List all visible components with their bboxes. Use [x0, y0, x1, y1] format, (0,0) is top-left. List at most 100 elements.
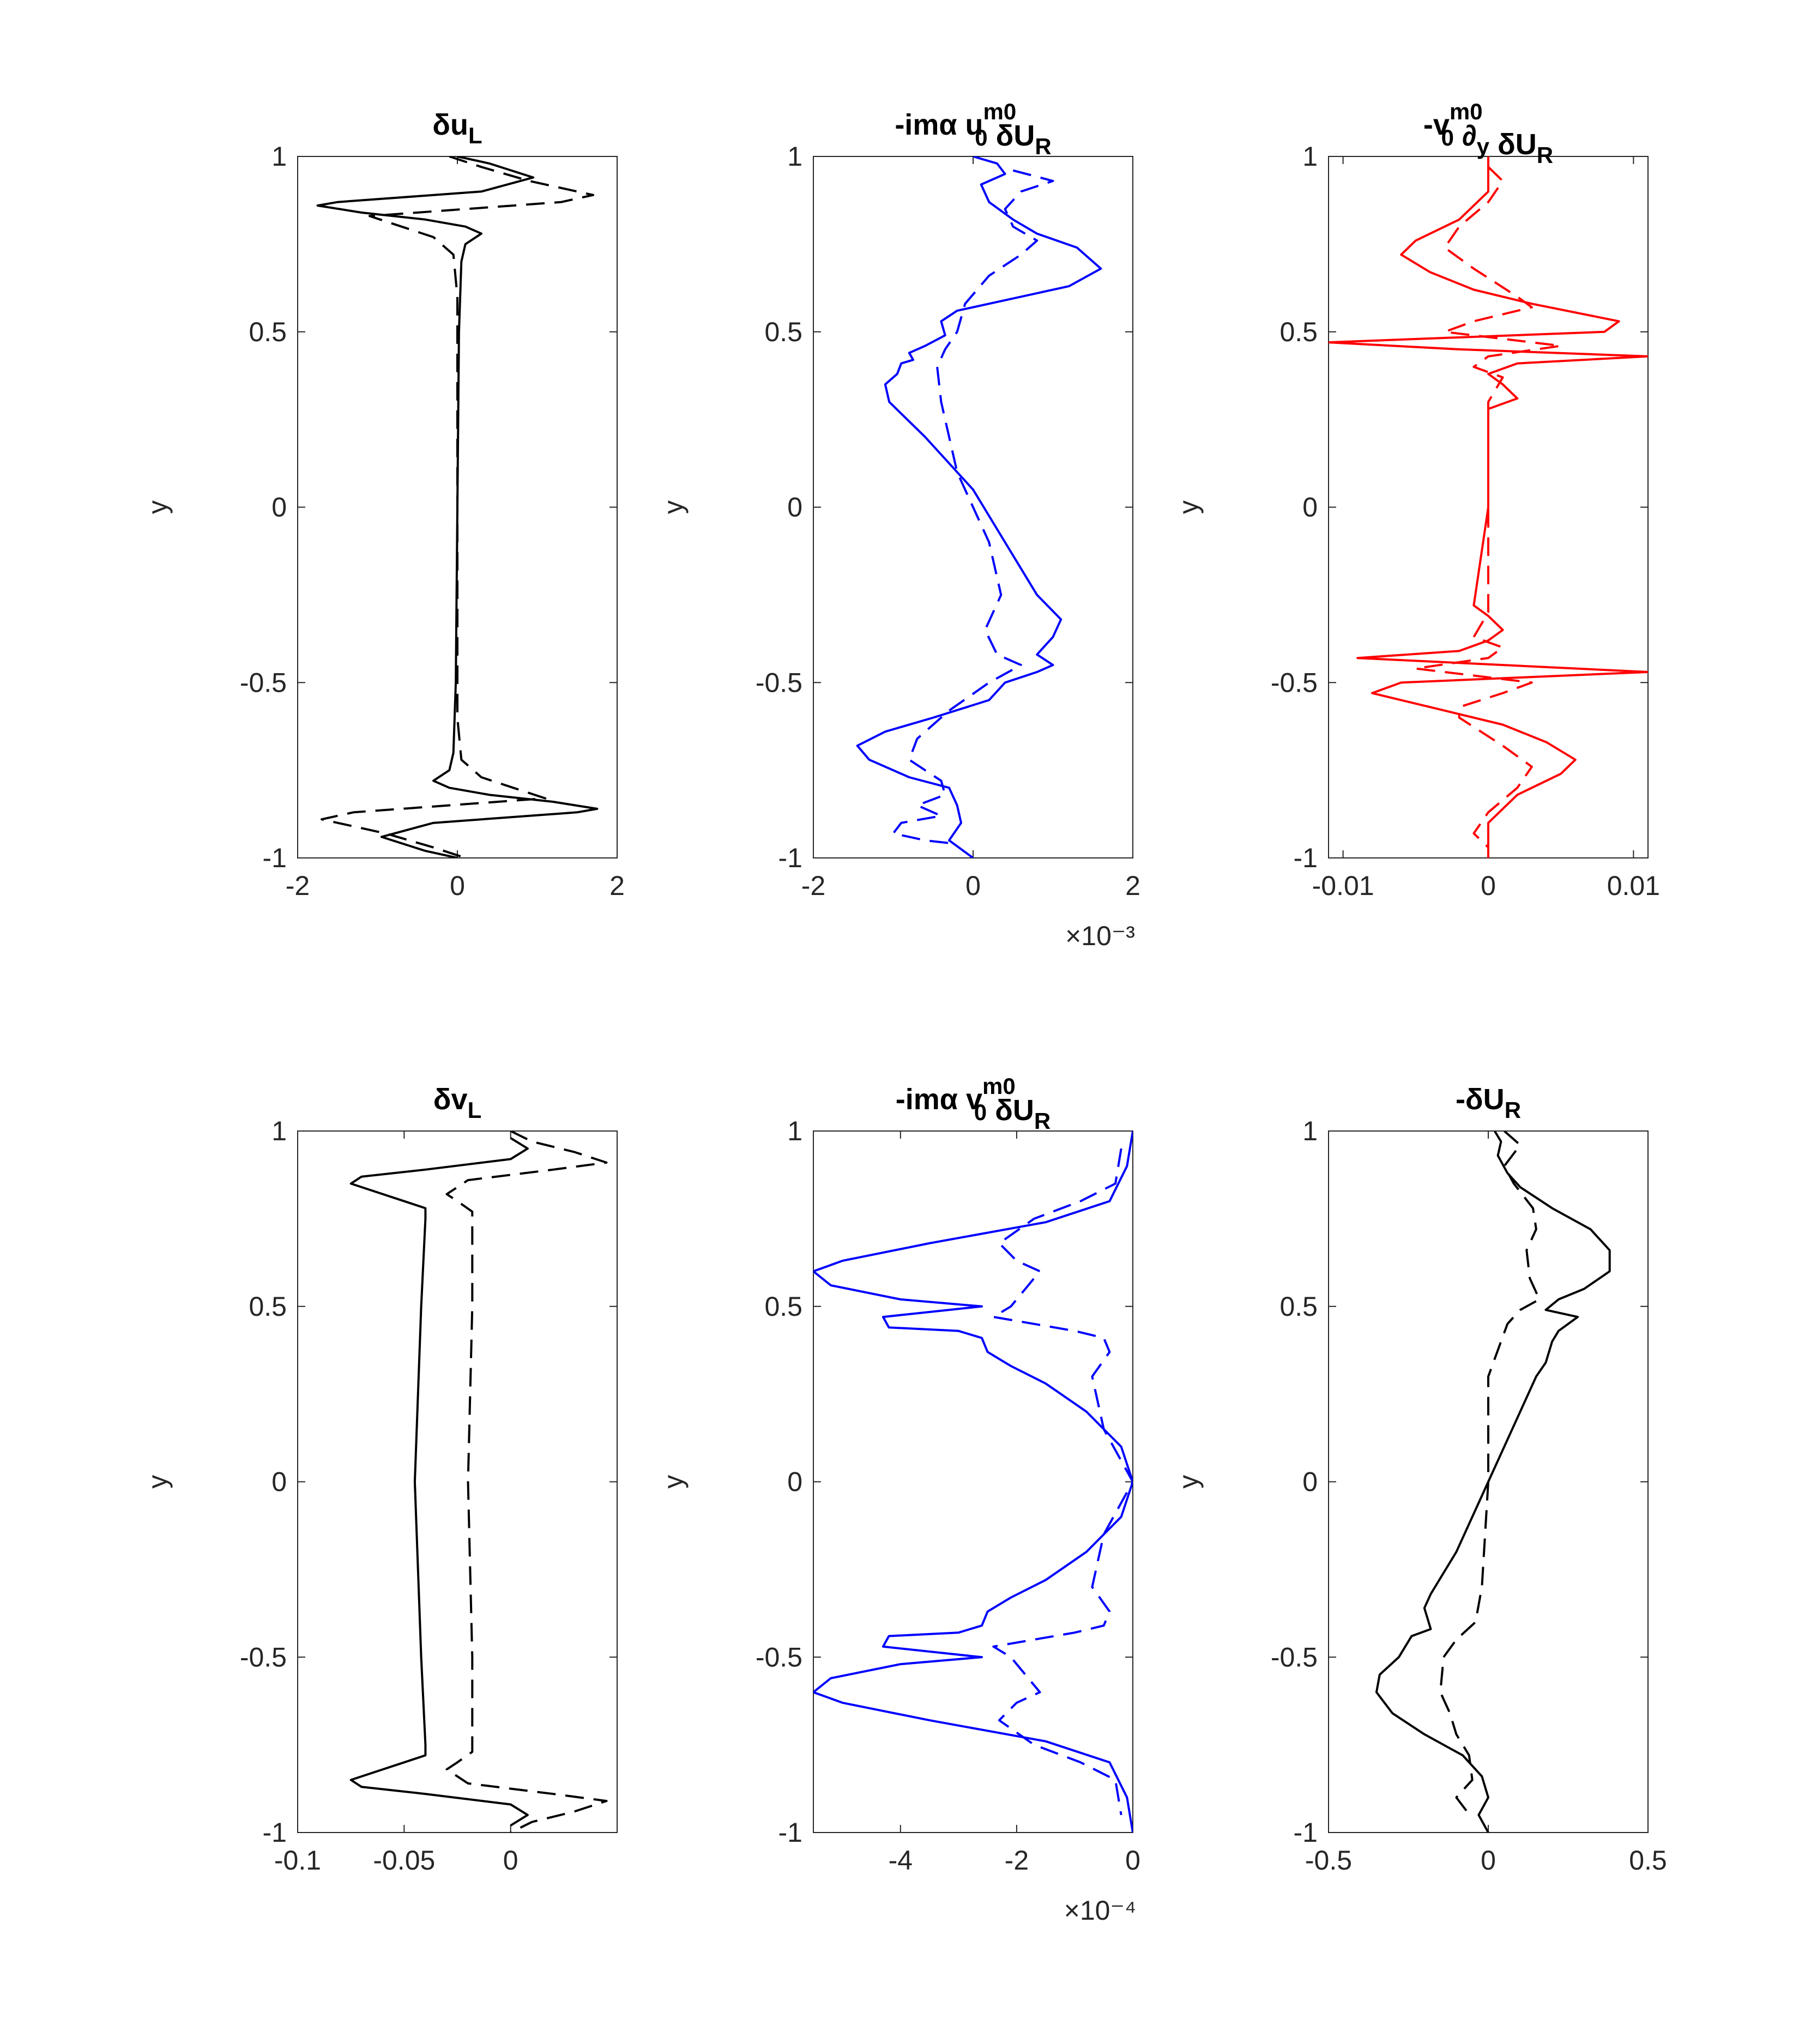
- xtick-label: 0: [1125, 1845, 1140, 1876]
- xtick-label: -2: [1005, 1845, 1029, 1876]
- axis-exponent-label: ×10⁻⁴: [1064, 1895, 1137, 1926]
- ytick-label: 0.5: [764, 1291, 802, 1322]
- y-axis-label: y: [142, 1475, 173, 1489]
- title-superscript: m0: [982, 1073, 1016, 1099]
- subplot-title: δvL: [433, 1083, 481, 1123]
- y-axis-label: y: [658, 500, 689, 514]
- title-subscript: 0: [974, 1099, 987, 1125]
- ytick-label: -0.5: [756, 1642, 802, 1672]
- y-axis-label: y: [658, 1475, 689, 1489]
- ytick-label: 0.5: [249, 317, 287, 347]
- series-group: [316, 156, 599, 858]
- title-superscript: m0: [983, 99, 1017, 124]
- series-line-solid: [813, 1131, 1133, 1833]
- ytick-label: -0.5: [240, 1642, 287, 1672]
- title-subscript: L: [468, 123, 482, 148]
- y-axis-label: y: [1173, 500, 1204, 514]
- xtick-label: -2: [801, 870, 825, 901]
- subplot-title: -δUR: [1456, 1083, 1521, 1123]
- title-text-part: -v: [1423, 108, 1450, 141]
- axis-exponent-label: ×10⁻³: [1065, 921, 1135, 951]
- title-text-part: -imα u: [895, 108, 983, 141]
- ytick-label: 1: [1302, 1116, 1318, 1146]
- title-subscript: R: [1537, 142, 1553, 168]
- ytick-label: 1: [787, 141, 802, 172]
- title-text-part: δU: [988, 119, 1035, 152]
- title-text-part: δv: [433, 1083, 468, 1116]
- series-group: [349, 1131, 608, 1833]
- series-group: [1329, 156, 1648, 858]
- subplot-title: -imα um0 0 δUR: [895, 99, 1051, 159]
- xtick-label: 0.5: [1629, 1845, 1667, 1876]
- title-subscript: L: [468, 1097, 482, 1123]
- xtick-label: 2: [609, 870, 625, 901]
- ytick-label: 0: [787, 492, 802, 523]
- xtick-label: 0: [965, 870, 981, 901]
- xtick-label: -4: [889, 1845, 913, 1876]
- title-subscript: 0: [1441, 125, 1454, 150]
- axes-box: [813, 1130, 1133, 1833]
- title-superscript: m0: [1450, 99, 1483, 124]
- ytick-label: 0: [1302, 492, 1318, 523]
- xtick-label: -2: [286, 870, 310, 901]
- xtick-label: 0: [503, 1845, 518, 1876]
- series-line-solid: [1375, 1131, 1611, 1833]
- ytick-label: 0.5: [764, 317, 802, 347]
- xtick-label: -0.01: [1312, 870, 1374, 901]
- ytick-label: -1: [778, 843, 802, 873]
- series-line-dashed: [992, 1148, 1133, 1816]
- title-text-part: δu: [432, 108, 468, 141]
- series-line-dashed: [892, 169, 1054, 845]
- title-subscript: R: [1035, 134, 1051, 159]
- ytick-label: 0: [787, 1467, 802, 1497]
- ytick-label: -1: [1294, 843, 1318, 873]
- series-line-dashed: [1439, 1131, 1541, 1819]
- ytick-label: -0.5: [240, 667, 287, 698]
- ytick-label: 1: [271, 1116, 287, 1146]
- title-text-part: -δU: [1456, 1083, 1505, 1116]
- subplot-3: -1 -0.5 0 0.5 1 -0.01 0 0.01 y -vm0 0 ∂y δUR: [1173, 99, 1660, 901]
- y-axis-label: y: [1173, 1475, 1204, 1489]
- subplot-title: -vm0 0 ∂y δUR: [1423, 99, 1553, 168]
- subplot-title: δuL: [432, 108, 482, 148]
- xtick-label: 2: [1125, 870, 1140, 901]
- series-line-solid: [349, 1137, 529, 1827]
- xtick-label: 0.01: [1607, 870, 1660, 901]
- xtick-label: -0.05: [373, 1845, 435, 1876]
- subplot-5: -1-0.500.51-4 -2 0×10⁻⁴y-imα vm0 0 δUR: [658, 1073, 1140, 1926]
- ytick-label: -1: [1294, 1817, 1318, 1848]
- title-subscript: R: [1034, 1108, 1051, 1134]
- ytick-label: -1: [263, 843, 287, 873]
- ytick-label: 1: [1302, 141, 1318, 172]
- xtick-label: 0: [1481, 870, 1496, 901]
- series-line-solid: [856, 156, 1102, 858]
- ytick-label: -0.5: [756, 667, 802, 698]
- ytick-label: -0.5: [1271, 1642, 1318, 1672]
- series-group: [813, 1131, 1133, 1833]
- ytick-label: 0.5: [1279, 317, 1318, 347]
- series-group: [1375, 1131, 1611, 1833]
- series-group: [856, 156, 1102, 858]
- series-line-dashed: [445, 1131, 608, 1833]
- ytick-label: 0: [271, 492, 287, 523]
- ytick-label: 0: [271, 1467, 287, 1497]
- xtick-label: 0: [450, 870, 465, 901]
- xtick-label: 0: [1481, 1845, 1496, 1876]
- title-text-part: ∂: [1454, 119, 1477, 152]
- subplot-1: -1 -0.5 0 0.5 1 -2 0 2 y δuL: [142, 108, 625, 901]
- ytick-label: -1: [778, 1817, 802, 1848]
- subplot-6: -1-0.500.51-0.5 0 0.5y-δUR: [1173, 1083, 1667, 1876]
- subplot-2: -1 -0.5 0 0.5 1 -2 0 2 ×10⁻³ y -imα um0 0 δUR: [658, 99, 1140, 951]
- subplot-title: -imα vm0 0 δUR: [896, 1073, 1051, 1134]
- ytick-label: -0.5: [1271, 667, 1318, 698]
- ytick-label: 0: [1302, 1467, 1318, 1497]
- title-text-part: δU: [1489, 128, 1537, 161]
- subplot-4: -1 -0.5 0 0.5 1 -0.1 -0.05 0 y δvL: [142, 1083, 618, 1876]
- ytick-label: -1: [263, 1817, 287, 1848]
- ytick-label: 0.5: [1279, 1291, 1318, 1322]
- y-axis-label: y: [142, 500, 173, 514]
- axes-box: [297, 1130, 618, 1833]
- xtick-label: -0.1: [274, 1845, 321, 1876]
- ytick-label: 0.5: [249, 1291, 287, 1322]
